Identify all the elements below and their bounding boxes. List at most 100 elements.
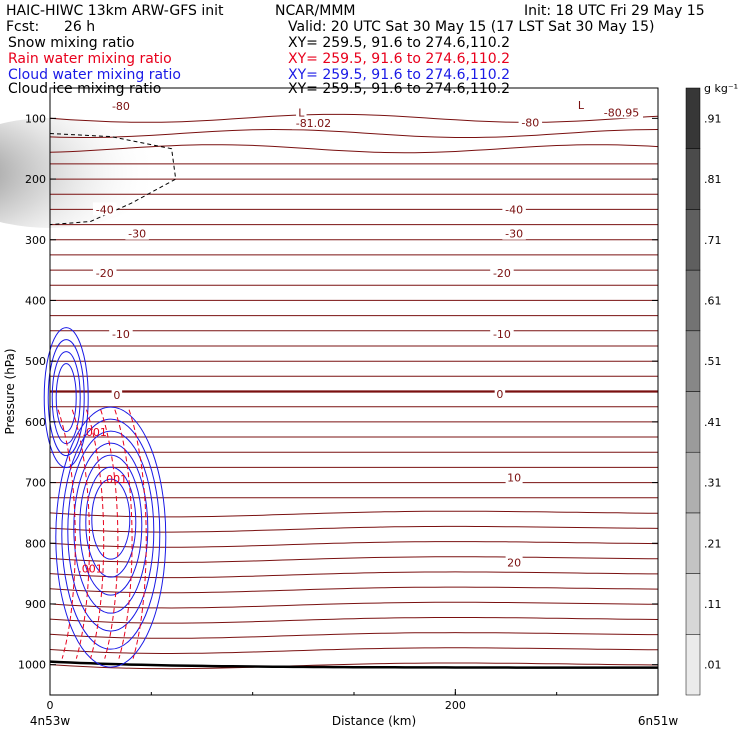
colorbar-segment	[685, 269, 701, 332]
x-end-label-right: 6n51w	[638, 714, 679, 728]
isotherm-label: 0	[496, 388, 503, 401]
contour-label-bg	[490, 326, 514, 340]
cloud-water-contour	[85, 466, 137, 578]
mixing-ratio-label: .001	[78, 563, 103, 576]
isotherm-line	[49, 525, 659, 533]
cloud-water-contour	[51, 351, 81, 445]
contour-label-bg	[291, 116, 335, 130]
colorbar-level-label: .61	[704, 294, 722, 307]
isotherm-line	[49, 632, 658, 639]
isotherm-label: -20	[493, 267, 511, 280]
y-tick-label: 800	[25, 537, 46, 550]
contour-label-bg	[505, 555, 523, 569]
colorbar-segment	[685, 391, 701, 453]
isotherm-label: -30	[128, 228, 146, 241]
contour-label-bg	[296, 105, 307, 119]
isotherm-label: -80	[112, 100, 130, 113]
cloud-water-contour	[47, 339, 85, 457]
contour-label-bg	[575, 97, 587, 111]
contour-label-bg	[125, 226, 149, 240]
isotherm-label: -10	[112, 328, 130, 341]
cloud-water-contour	[55, 363, 77, 433]
rain-water-contour	[114, 409, 133, 659]
isotherm-line	[49, 586, 659, 594]
cloud-water-contour	[43, 327, 89, 469]
rain-water-contour	[128, 409, 147, 659]
x-axis-label: Distance (km)	[332, 714, 416, 728]
cloud-water-contour	[67, 430, 155, 632]
contour-label-bg	[600, 105, 644, 119]
isotherm-line	[49, 556, 659, 563]
field-cloudice-name: Cloud ice mixing ratio	[8, 81, 162, 97]
y-tick-label: 400	[25, 294, 46, 307]
colorbar-level-label: .11	[704, 598, 722, 611]
valid-time: Valid: 20 UTC Sat 30 May 15 (17 LST Sat …	[288, 19, 655, 35]
model-title: HAIC-HIWC 13km ARW-GFS init	[6, 3, 224, 19]
isotherm-label: -40	[96, 203, 114, 216]
field-cloudwater-xy: XY= 259.5, 91.6 to 274.6,110.2	[288, 67, 511, 83]
isotherm-label: -20	[96, 267, 114, 280]
colorbar-level-label: .91	[704, 112, 722, 125]
org-label: NCAR/MMM	[275, 3, 356, 19]
isotherm-line	[49, 541, 659, 548]
y-tick-label: 200	[25, 173, 46, 186]
mixing-ratio-label: .001	[103, 473, 128, 486]
cloud-water-contour	[55, 406, 167, 668]
y-tick-label: 700	[25, 477, 46, 490]
contour-label-bg	[111, 388, 123, 402]
colorbar-unit: g kg⁻¹	[704, 82, 738, 95]
isotherm-label: 20	[507, 557, 521, 570]
isotherm-label: -10	[493, 328, 511, 341]
field-snow-name: Snow mixing ratio	[8, 35, 135, 51]
field-cloudwater-name: Cloud water mixing ratio	[8, 67, 181, 83]
colorbar-segment	[685, 573, 701, 635]
field-cloudice-xy: XY= 259.5, 91.6 to 274.6,110.2	[288, 81, 511, 97]
contour-label-bg	[92, 266, 117, 280]
x-end-label-left: 4n53w	[30, 714, 71, 728]
rain-water-contour	[86, 409, 105, 659]
colorbar-level-label: .01	[704, 659, 722, 672]
field-rain-name: Rain water mixing ratio	[8, 51, 172, 67]
colorbar-level-label: .41	[704, 416, 722, 429]
forecast-hours: 26 h	[64, 19, 96, 35]
isotherm-line	[49, 617, 659, 624]
colorbar-segment	[685, 87, 701, 149]
isotherm-line	[49, 113, 659, 123]
isotherm-line	[49, 144, 659, 154]
isotherm-label: 10	[507, 472, 521, 485]
contour-label-bg	[505, 470, 523, 484]
contour-label-bg	[494, 386, 506, 400]
colorbar-segment	[685, 634, 701, 696]
isotherm-label: -40	[505, 203, 523, 216]
rain-water-contour	[57, 409, 76, 659]
isotherm-label: -80	[521, 117, 539, 130]
cloud-water-contour	[61, 418, 161, 650]
snow-shading	[0, 117, 160, 228]
y-tick-label: 300	[25, 234, 46, 247]
contour-label-bg	[109, 326, 133, 340]
y-tick-label: 600	[25, 416, 46, 429]
contour-label-bg	[502, 202, 526, 216]
field-snow-xy: XY= 259.5, 91.6 to 274.6,110.2	[288, 35, 511, 51]
init-time: Init: 18 UTC Fri 29 May 15	[524, 3, 705, 19]
colorbar-segment	[685, 148, 701, 210]
forecast-label: Fcst:	[6, 19, 40, 35]
isotherm-label: -30	[505, 228, 523, 241]
isotherm-line	[49, 601, 659, 609]
isotherm-line	[49, 571, 658, 579]
isotherm-label: -81.02	[296, 117, 331, 130]
colorbar-level-label: .51	[704, 355, 722, 368]
isotherm-label: 0	[113, 389, 120, 402]
y-tick-label: 100	[25, 112, 46, 125]
field-rain-xy: XY= 259.5, 91.6 to 274.6,110.2	[288, 51, 511, 67]
isotherm-label: -80.95	[604, 106, 639, 119]
isotherm-line	[49, 510, 658, 518]
y-tick-label: 900	[25, 598, 46, 611]
contour-label-bg	[109, 99, 133, 113]
cloud-water-contour	[91, 478, 131, 560]
isotherm-line	[49, 647, 659, 654]
contour-label-bg	[502, 226, 526, 240]
x-tick-label: 200	[445, 699, 466, 712]
colorbar-level-label: .81	[704, 173, 722, 186]
colorbar-segment	[685, 330, 701, 392]
